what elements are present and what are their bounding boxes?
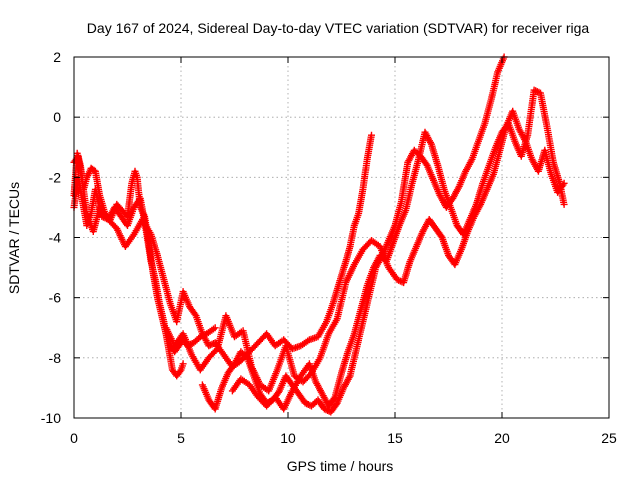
y-tick-label: -4 <box>49 230 62 246</box>
y-tick-label: -2 <box>49 169 62 185</box>
series-markers <box>70 149 219 356</box>
y-tick-label: 2 <box>53 49 61 65</box>
x-tick-label: 20 <box>494 430 510 446</box>
x-tick-label: 5 <box>177 430 185 446</box>
chart-title: Day 167 of 2024, Sidereal Day-to-day VTE… <box>87 20 590 36</box>
x-tick-label: 15 <box>387 430 403 446</box>
x-tick-label: 0 <box>70 430 78 446</box>
y-tick-label: -8 <box>49 350 62 366</box>
series-trace-1 <box>70 149 219 356</box>
series-trace-6 <box>228 86 568 413</box>
y-tick-label: 0 <box>53 109 61 125</box>
x-tick-label: 10 <box>280 430 296 446</box>
ticks: 0 5 10 15 20 25 -10 -8 -6 -4 -2 0 2 <box>41 49 617 446</box>
x-axis-title: GPS time / hours <box>287 458 394 474</box>
data-markers <box>70 53 568 416</box>
y-tick-label: -6 <box>49 290 62 306</box>
x-tick-label: 25 <box>601 430 617 446</box>
y-axis-title: SDTVAR / TECUs <box>6 182 22 294</box>
y-tick-label: -10 <box>41 410 61 426</box>
series-markers <box>228 86 568 413</box>
